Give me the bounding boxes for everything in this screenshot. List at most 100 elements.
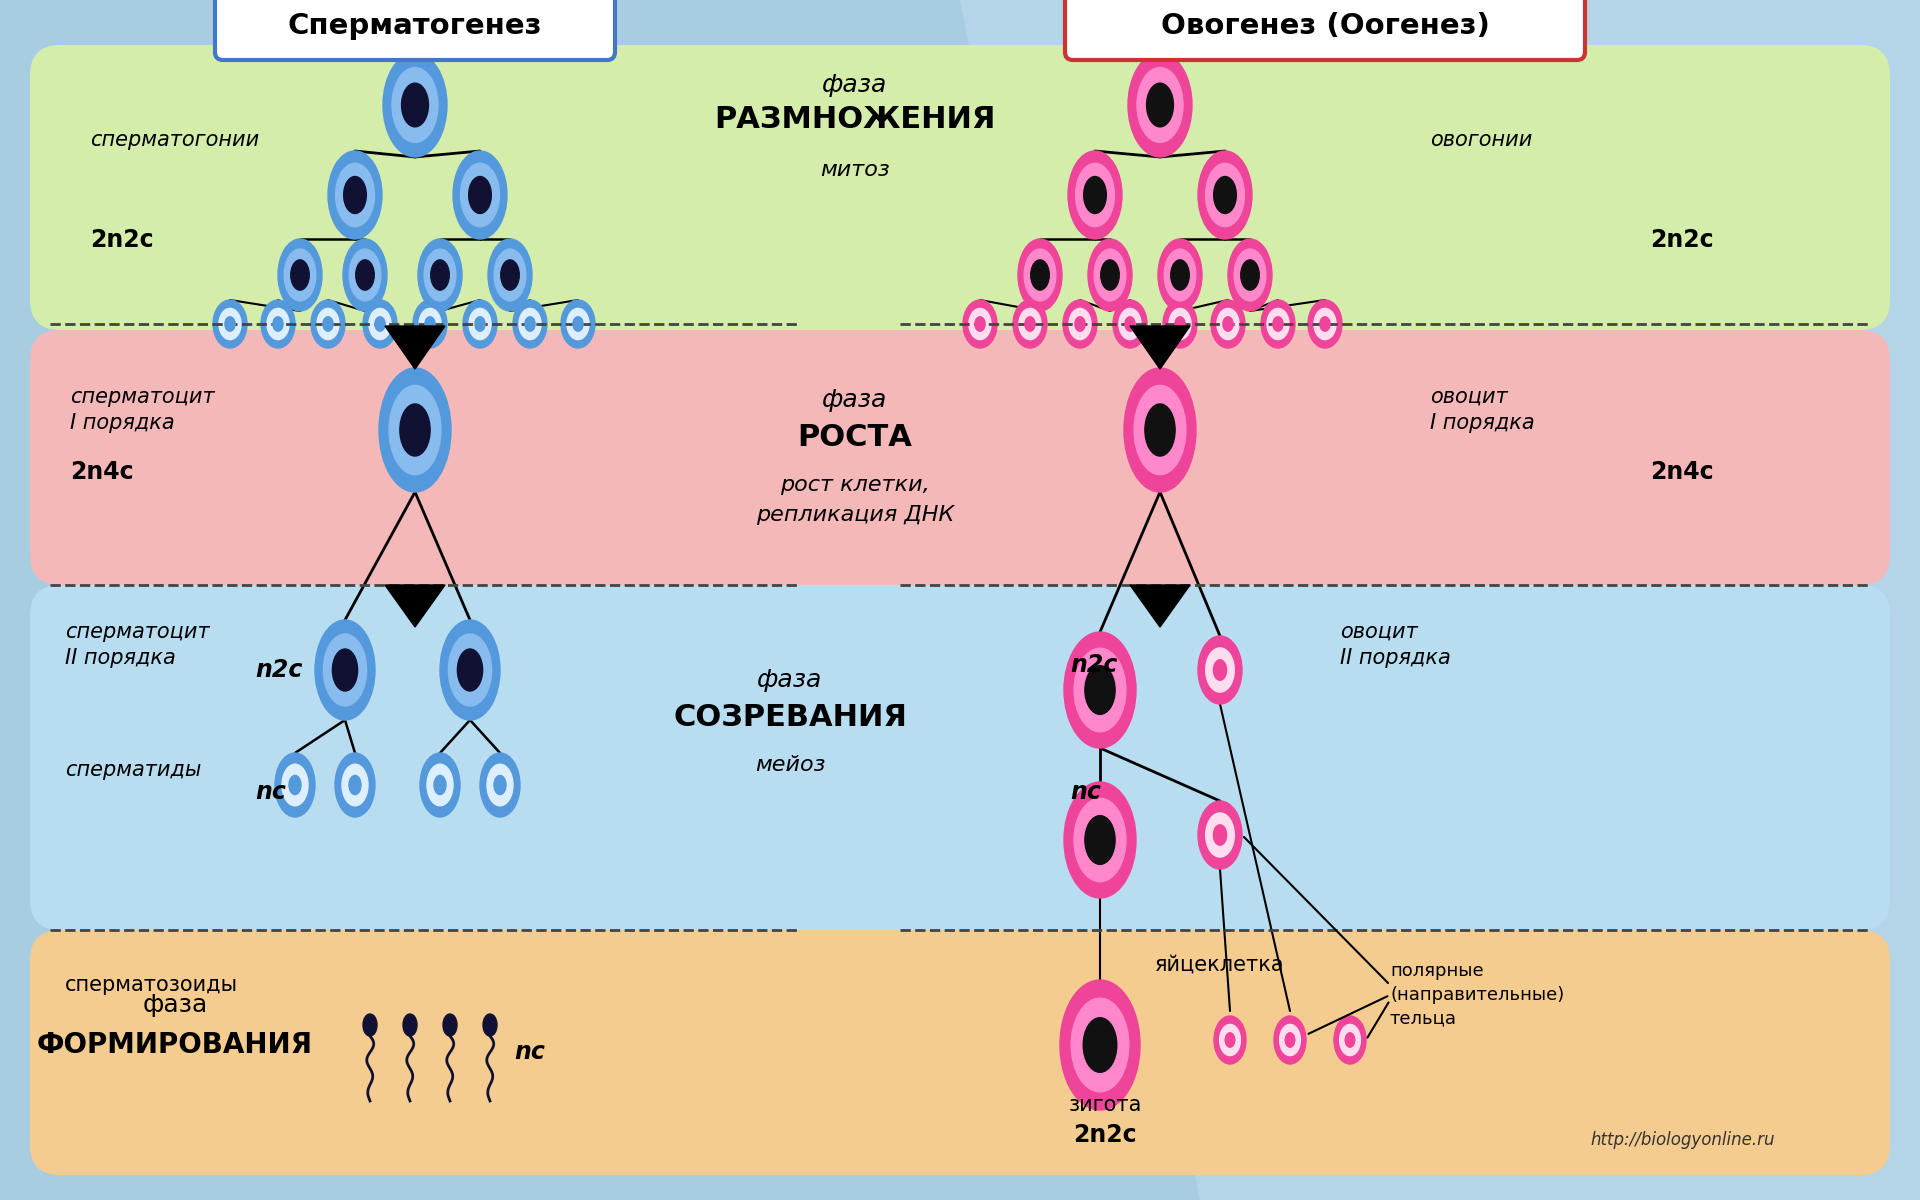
Ellipse shape: [1164, 250, 1196, 301]
Text: СОЗРЕВАНИЯ: СОЗРЕВАНИЯ: [674, 703, 906, 732]
Ellipse shape: [501, 260, 518, 290]
Ellipse shape: [334, 754, 374, 817]
Ellipse shape: [461, 163, 499, 227]
Ellipse shape: [1031, 260, 1048, 290]
Text: яйцеклетка: яйцеклетка: [1156, 955, 1284, 974]
Ellipse shape: [363, 1014, 376, 1036]
Text: Сперматогенез: Сперматогенез: [288, 12, 541, 40]
Ellipse shape: [282, 764, 307, 806]
Ellipse shape: [1020, 308, 1041, 340]
Ellipse shape: [342, 764, 369, 806]
Ellipse shape: [474, 317, 486, 331]
Ellipse shape: [561, 300, 595, 348]
Text: сперматиды: сперматиды: [65, 760, 202, 780]
Text: сперматоцит
II порядка: сперматоцит II порядка: [65, 622, 209, 668]
Ellipse shape: [1319, 317, 1331, 331]
Text: сперматогонии: сперматогонии: [90, 130, 259, 150]
Ellipse shape: [1235, 250, 1265, 301]
Ellipse shape: [1198, 636, 1242, 704]
Ellipse shape: [1146, 83, 1173, 127]
Text: рост клетки,: рост клетки,: [780, 475, 929, 494]
Ellipse shape: [1206, 163, 1244, 227]
Ellipse shape: [1025, 317, 1035, 331]
Ellipse shape: [1085, 666, 1116, 714]
Ellipse shape: [1217, 308, 1238, 340]
Text: зигота: зигота: [1068, 1094, 1142, 1115]
Ellipse shape: [261, 300, 296, 348]
Ellipse shape: [382, 53, 447, 157]
Ellipse shape: [413, 300, 447, 348]
Text: РОСТА: РОСТА: [797, 424, 912, 452]
Ellipse shape: [1073, 798, 1125, 882]
Ellipse shape: [1313, 308, 1336, 340]
Ellipse shape: [468, 308, 492, 340]
Ellipse shape: [278, 239, 323, 311]
FancyBboxPatch shape: [215, 0, 614, 60]
Ellipse shape: [1213, 660, 1227, 680]
Ellipse shape: [518, 308, 541, 340]
Ellipse shape: [1279, 1025, 1300, 1056]
Ellipse shape: [1213, 1016, 1246, 1064]
Ellipse shape: [513, 300, 547, 348]
Text: овоцит
II порядка: овоцит II порядка: [1340, 622, 1452, 668]
Text: фаза: фаза: [822, 73, 887, 97]
Text: n2c: n2c: [1069, 653, 1117, 677]
Ellipse shape: [213, 300, 248, 348]
Ellipse shape: [1158, 239, 1202, 311]
Ellipse shape: [1284, 1033, 1294, 1048]
Ellipse shape: [1164, 300, 1196, 348]
Ellipse shape: [566, 308, 589, 340]
Text: фаза: фаза: [142, 994, 207, 1018]
Ellipse shape: [419, 239, 463, 311]
Ellipse shape: [290, 775, 301, 794]
Ellipse shape: [1346, 1033, 1356, 1048]
Ellipse shape: [399, 404, 430, 456]
Ellipse shape: [430, 260, 449, 290]
Text: фаза: фаза: [822, 388, 887, 412]
Ellipse shape: [1169, 308, 1190, 340]
Ellipse shape: [323, 317, 332, 331]
Ellipse shape: [970, 308, 991, 340]
Ellipse shape: [1073, 648, 1125, 732]
Ellipse shape: [392, 67, 438, 143]
Ellipse shape: [449, 634, 492, 706]
Ellipse shape: [1225, 1033, 1235, 1048]
Ellipse shape: [1018, 239, 1062, 311]
FancyBboxPatch shape: [1066, 0, 1586, 60]
Ellipse shape: [1023, 250, 1056, 301]
Ellipse shape: [1100, 260, 1119, 290]
Text: РАЗМНОЖЕНИЯ: РАЗМНОЖЕНИЯ: [714, 106, 996, 134]
Text: 2n2c: 2n2c: [90, 228, 154, 252]
Ellipse shape: [488, 239, 532, 311]
Ellipse shape: [315, 620, 374, 720]
Ellipse shape: [1089, 239, 1133, 311]
FancyBboxPatch shape: [31, 930, 1889, 1175]
Ellipse shape: [1135, 385, 1187, 475]
Ellipse shape: [275, 754, 315, 817]
Text: nc: nc: [255, 780, 286, 804]
Ellipse shape: [1129, 53, 1192, 157]
Text: nc: nc: [1069, 780, 1100, 804]
Polygon shape: [1131, 326, 1190, 370]
Ellipse shape: [493, 250, 526, 301]
Ellipse shape: [378, 368, 451, 492]
FancyBboxPatch shape: [31, 44, 1889, 330]
Ellipse shape: [336, 163, 374, 227]
Ellipse shape: [219, 308, 242, 340]
Ellipse shape: [284, 250, 315, 301]
Ellipse shape: [1240, 260, 1260, 290]
Ellipse shape: [480, 754, 520, 817]
Ellipse shape: [317, 308, 340, 340]
Text: 2n4c: 2n4c: [1649, 460, 1715, 484]
Ellipse shape: [1229, 239, 1271, 311]
Ellipse shape: [964, 300, 996, 348]
Ellipse shape: [1060, 980, 1140, 1110]
Ellipse shape: [267, 308, 290, 340]
Ellipse shape: [1064, 300, 1096, 348]
Ellipse shape: [1094, 250, 1125, 301]
Text: n2c: n2c: [255, 658, 301, 682]
Ellipse shape: [1219, 1025, 1240, 1056]
Text: сперматозоиды: сперматозоиды: [65, 974, 238, 995]
Ellipse shape: [444, 1014, 457, 1036]
Ellipse shape: [1085, 816, 1116, 864]
